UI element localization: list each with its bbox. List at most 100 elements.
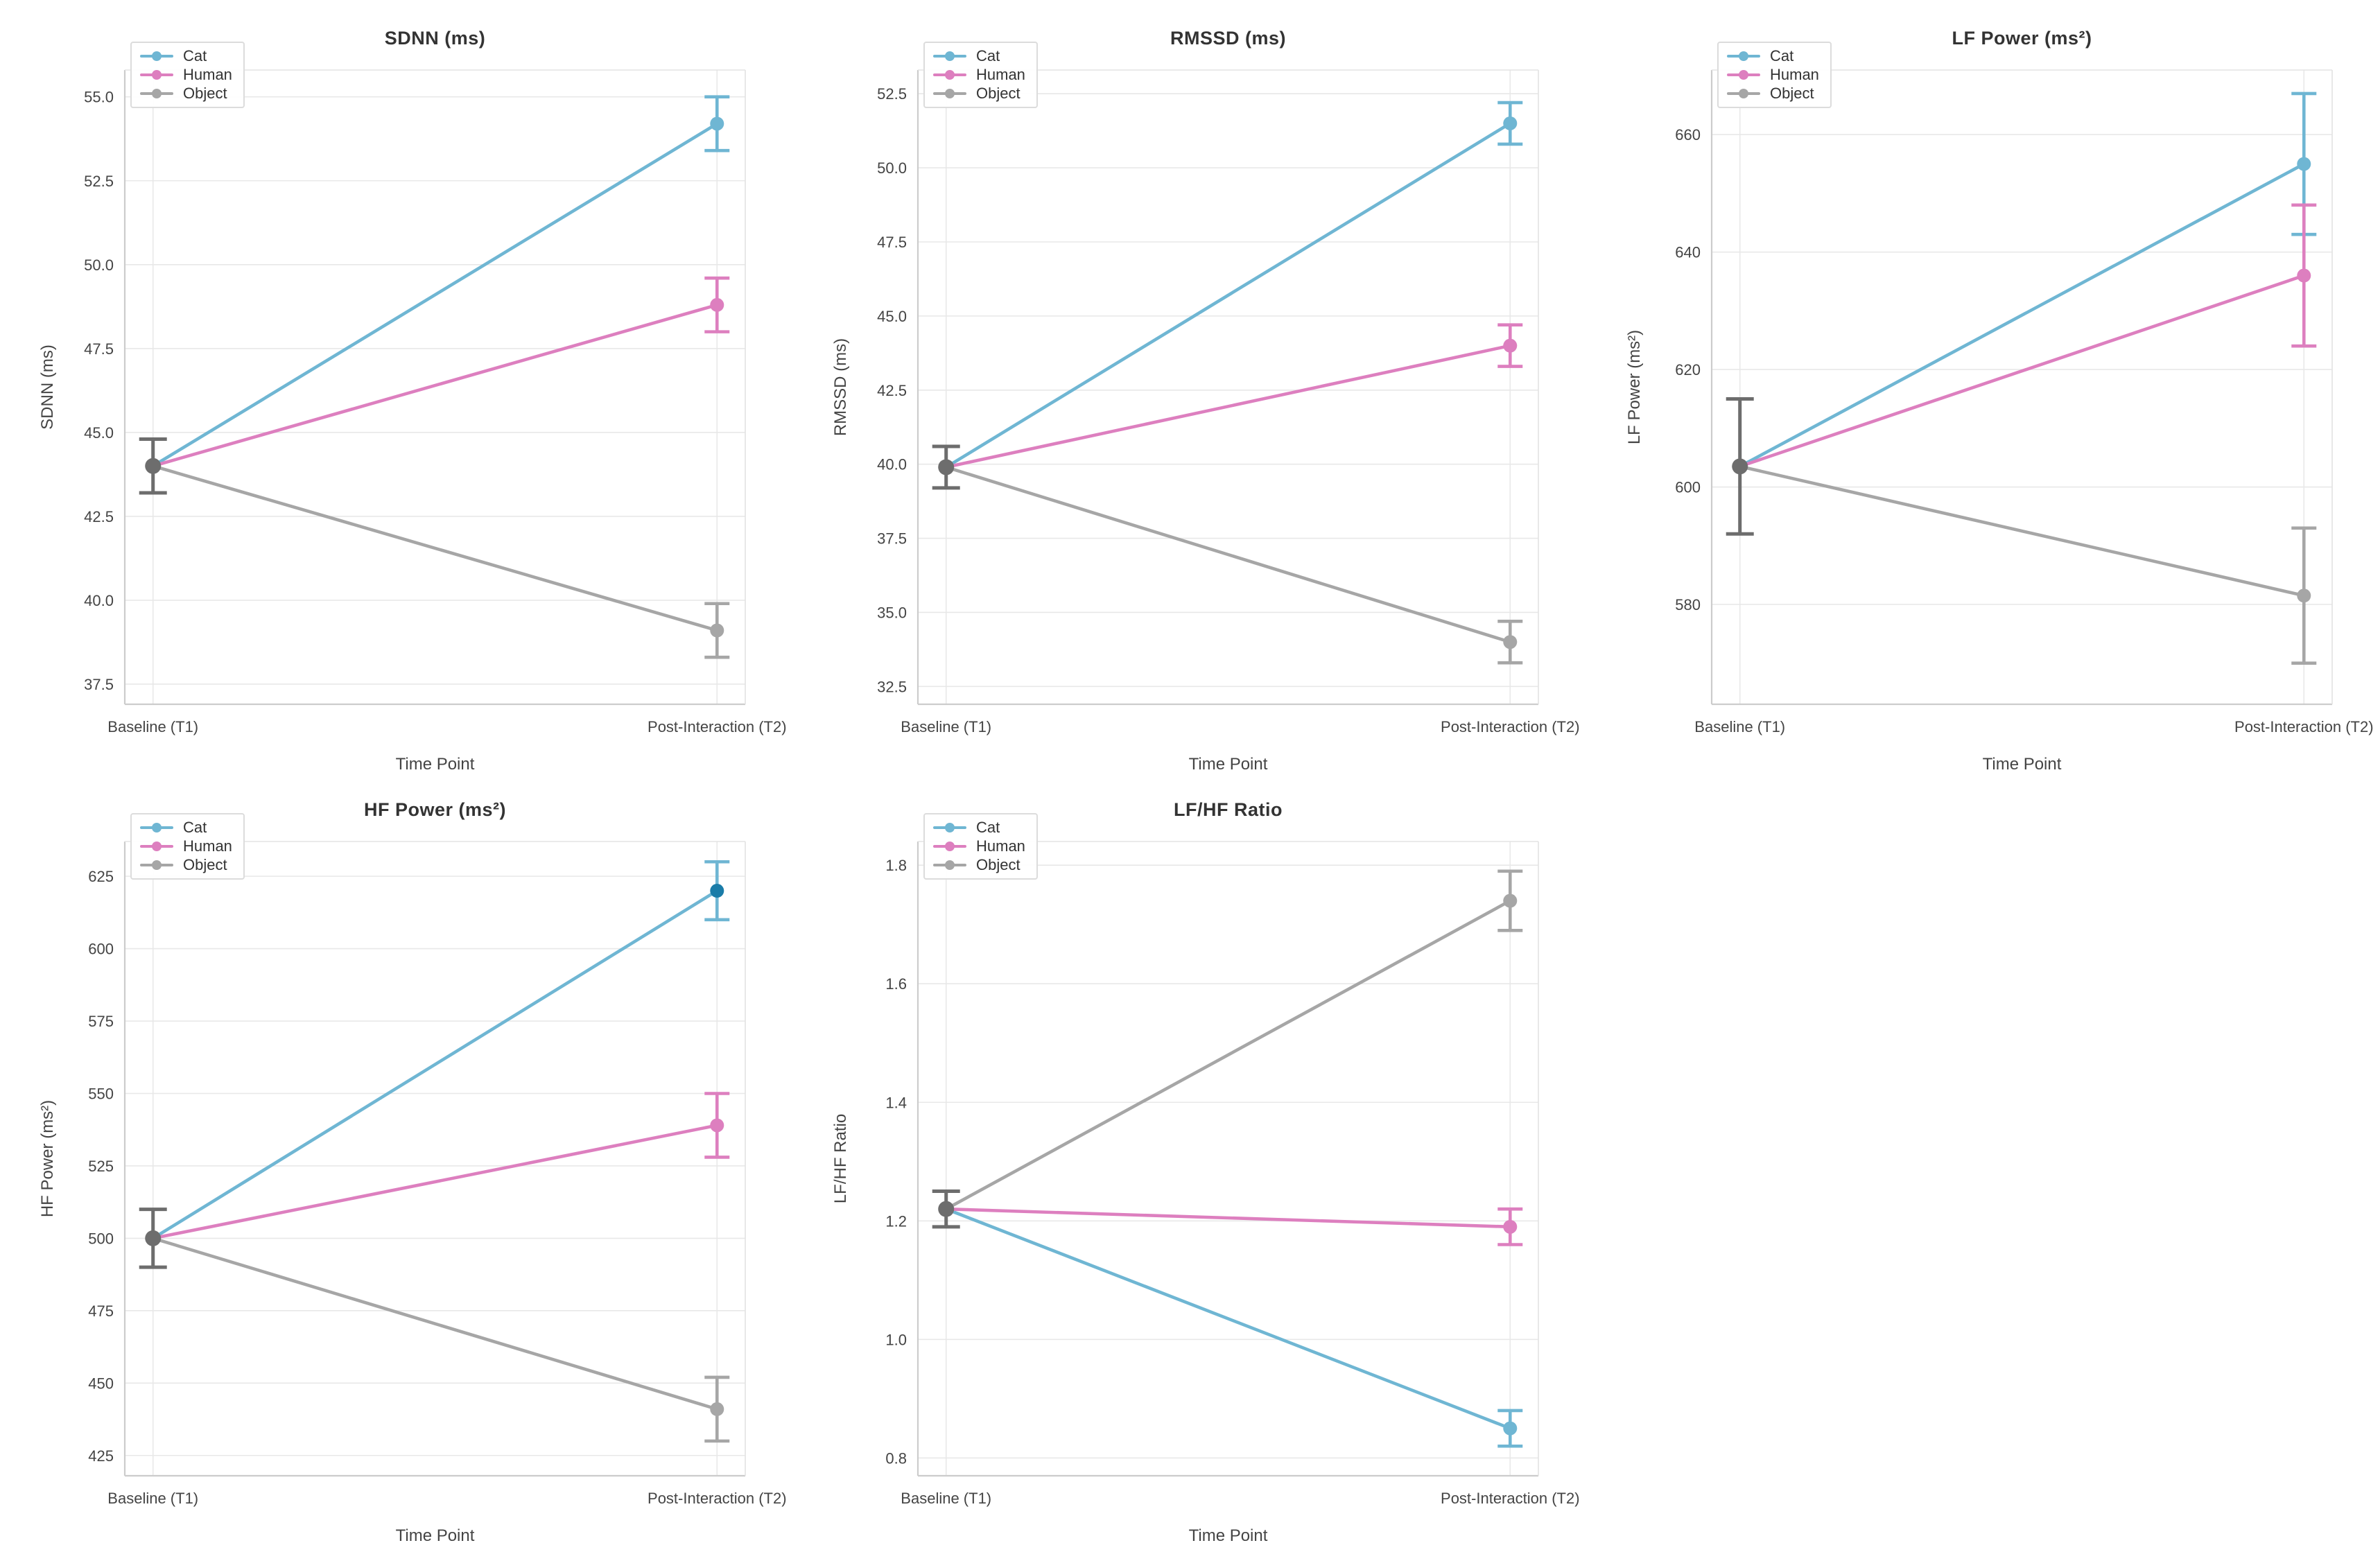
legend-swatch-human-icon [933, 841, 966, 852]
legend-item-human: Human [933, 839, 1025, 854]
legend-swatch-object-icon [933, 88, 966, 99]
data-point-cat-t2 [1503, 1421, 1518, 1436]
series-line-cat [1738, 162, 2306, 469]
x-tick-label: Baseline (T1) [901, 718, 991, 735]
y-tick-label: 45.0 [877, 308, 907, 325]
data-point-object-t2 [1503, 893, 1518, 908]
chart-title-rmssd: RMSSD (ms) [1170, 28, 1286, 49]
legend-swatch-cat-icon [933, 51, 966, 62]
data-point-object-t2 [710, 623, 724, 638]
x-tick-label: Baseline (T1) [107, 1490, 198, 1507]
series-line-human [944, 1207, 1512, 1229]
legend-label: Human [1770, 66, 1819, 83]
y-tick-label: 600 [88, 941, 114, 958]
legend-swatch-object-icon [933, 860, 966, 871]
series-line-cat [151, 122, 719, 468]
x-axis-label: Time Point [1189, 1526, 1268, 1543]
y-tick-label: 32.5 [877, 678, 907, 695]
y-tick-label: 550 [88, 1085, 114, 1102]
chart-title-lf-power: LF Power (ms²) [1952, 28, 2092, 49]
legend-label: Human [976, 66, 1025, 83]
series-line-object [944, 465, 1512, 644]
y-tick-label: 1.2 [885, 1212, 907, 1230]
series-line-human [151, 303, 719, 468]
legend-item-cat: Cat [933, 49, 1025, 64]
legend-label: Cat [183, 819, 207, 836]
legend-label: Object [1770, 85, 1814, 102]
y-tick-label: 47.5 [877, 234, 907, 251]
legend-item-object: Object [1727, 86, 1819, 101]
data-point-cat-t2 [2297, 157, 2311, 171]
legend-swatch-human-icon [1727, 69, 1760, 80]
y-tick-label: 620 [1675, 361, 1701, 378]
legend-swatch-human-icon [933, 69, 966, 80]
y-tick-label: 52.5 [877, 85, 907, 103]
legend-sdnn: Cat Human Object [130, 42, 245, 108]
series-line-object [151, 1237, 719, 1411]
x-tick-label: Post-Interaction (T2) [648, 1490, 787, 1507]
y-tick-label: 1.4 [885, 1094, 907, 1111]
chart-sdnn: SDNN (ms) Cat Human Object 37.5 40.0 42.5 45.… [28, 11, 821, 783]
y-tick-label: 640 [1675, 244, 1701, 261]
series-line-human [944, 344, 1512, 469]
chart-title-lf-hf-ratio: LF/HF Ratio [1174, 799, 1283, 820]
legend-label: Human [976, 837, 1025, 855]
legend-swatch-human-icon [140, 69, 173, 80]
legend-lf-power: Cat Human Object [1717, 42, 1832, 108]
series-line-human [151, 1124, 719, 1240]
y-tick-label: 42.5 [84, 508, 114, 525]
data-point-human-t2 [1503, 1219, 1518, 1234]
legend-label: Cat [1770, 47, 1794, 64]
data-point-cat-t2 [1503, 116, 1518, 130]
y-tick-label: 425 [88, 1447, 114, 1465]
y-axis-label: LF/HF Ratio [831, 1114, 850, 1203]
data-point-baseline-t1 [938, 459, 955, 476]
y-tick-label: 55.0 [84, 89, 114, 106]
legend-label: Object [183, 85, 227, 102]
legend-label: Cat [976, 47, 1000, 64]
legend-swatch-cat-icon [1727, 51, 1760, 62]
series-line-cat [151, 889, 719, 1240]
data-point-baseline-t1 [938, 1201, 955, 1217]
y-tick-label: 45.0 [84, 424, 114, 442]
legend-label: Human [183, 66, 232, 83]
x-tick-label: Post-Interaction (T2) [2234, 718, 2374, 735]
legend-rmssd: Cat Human Object [923, 42, 1038, 108]
data-point-object-t2 [710, 1402, 724, 1416]
series-line-object [151, 464, 719, 632]
chart-lf-power: LF Power (ms²) Cat Human Object 580 600 620 6… [1615, 11, 2380, 783]
y-tick-label: 42.5 [877, 382, 907, 399]
chart-title-sdnn: SDNN (ms) [384, 28, 486, 49]
legend-item-human: Human [140, 67, 232, 82]
x-axis-label: Time Point [396, 755, 475, 774]
y-tick-label: 450 [88, 1375, 114, 1392]
hf-power-plot-area: 425 450 475 500 525 550 575 600 625 Baseline (T1)… [38, 841, 787, 1543]
legend-swatch-object-icon [1727, 88, 1760, 99]
legend-label: Cat [183, 47, 207, 64]
legend-swatch-cat-icon [140, 822, 173, 833]
x-tick-label: Baseline (T1) [107, 718, 198, 735]
lf-hf-ratio-plot-area: 0.8 1.0 1.2 1.4 1.6 1.8 Baseline (T1) Post-Inte… [831, 841, 1580, 1543]
chart-rmssd: RMSSD (ms) Cat Human Object 32.5 35.0 37.5 40… [821, 11, 1614, 783]
series-line-cat [944, 1207, 1512, 1430]
x-tick-label: Post-Interaction (T2) [1441, 718, 1580, 735]
y-tick-label: 475 [88, 1302, 114, 1320]
series-line-cat [944, 121, 1512, 469]
data-point-human-t2 [2297, 268, 2311, 283]
x-tick-label: Baseline (T1) [901, 1490, 991, 1507]
legend-item-human: Human [140, 839, 232, 854]
y-axis-label: RMSSD (ms) [831, 338, 850, 436]
data-point-human-t2 [710, 1118, 724, 1133]
rmssd-plot-area: 32.5 35.0 37.5 40.0 42.5 45.0 47.5 50.0 52.5 Base… [831, 69, 1580, 774]
legend-swatch-cat-icon [140, 51, 173, 62]
y-tick-label: 600 [1675, 479, 1701, 496]
y-tick-label: 37.5 [877, 530, 907, 548]
y-tick-label: 50.0 [877, 159, 907, 177]
x-tick-label: Baseline (T1) [1694, 718, 1785, 735]
y-tick-label: 50.0 [84, 256, 114, 274]
y-axis-label: SDNN (ms) [38, 345, 57, 430]
x-tick-label: Post-Interaction (T2) [1441, 1490, 1580, 1507]
y-tick-label: 580 [1675, 596, 1701, 613]
y-tick-label: 47.5 [84, 340, 114, 358]
legend-label: Object [183, 856, 227, 873]
